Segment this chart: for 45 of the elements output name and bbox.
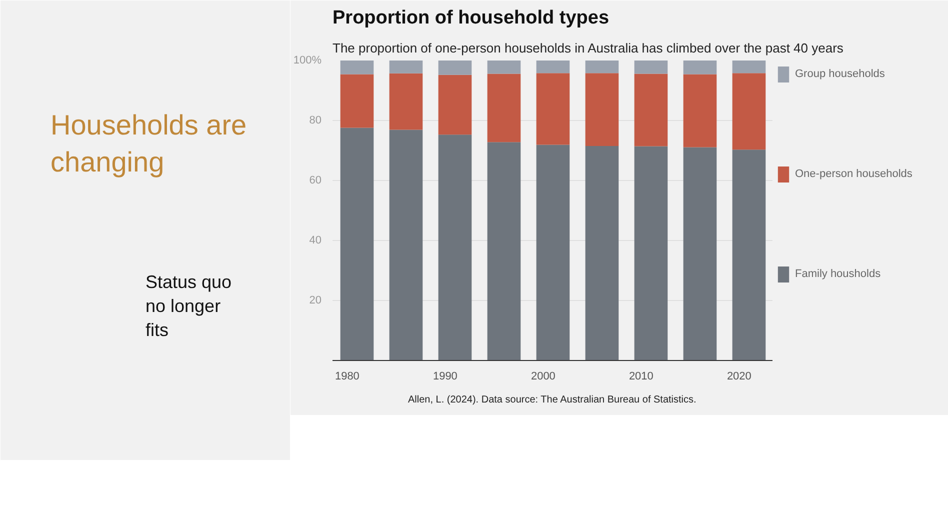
bar bbox=[634, 146, 668, 360]
bar bbox=[732, 60, 766, 74]
x-tick-label: 2000 bbox=[530, 370, 556, 382]
bar bbox=[634, 60, 668, 74]
text: Households are changing bbox=[50, 109, 247, 178]
bar bbox=[340, 60, 374, 74]
bar bbox=[487, 74, 521, 142]
x-tick-label: 2010 bbox=[628, 370, 654, 382]
bar bbox=[438, 74, 472, 135]
bar bbox=[536, 73, 570, 145]
bar bbox=[536, 144, 570, 360]
legend-label: One-person households bbox=[795, 168, 912, 180]
bar bbox=[683, 147, 717, 360]
y-tick-label: 100% bbox=[293, 54, 322, 66]
chart-subtitle: The proportion of one-person households in Australia has climbed over the past 40 years bbox=[332, 40, 844, 56]
text: Status quo no longer fits bbox=[146, 272, 232, 340]
chart-title: Proportion of household types bbox=[332, 8, 610, 28]
bar bbox=[389, 73, 423, 130]
bar bbox=[438, 134, 472, 360]
y-tick-label: 80 bbox=[309, 114, 322, 126]
bar bbox=[585, 73, 619, 146]
bar bbox=[487, 142, 521, 360]
text: Allen, L. (2024). Data source: The Australian Bureau of Statistics. bbox=[408, 394, 696, 406]
bar bbox=[683, 74, 717, 148]
legend-label: Family housholds bbox=[795, 268, 881, 280]
bar bbox=[732, 73, 766, 150]
legend-label: Group households bbox=[795, 68, 885, 80]
bar bbox=[389, 130, 423, 360]
x-tick-label: 1980 bbox=[334, 370, 360, 382]
y-tick-label: 40 bbox=[309, 234, 322, 246]
bar bbox=[536, 60, 570, 74]
bar bbox=[585, 146, 619, 360]
y-tick-label: 20 bbox=[309, 294, 322, 306]
x-tick-label: 1990 bbox=[432, 370, 458, 382]
y-tick-label: 60 bbox=[309, 174, 322, 186]
x-tick-label: 2020 bbox=[726, 370, 752, 382]
bar bbox=[732, 150, 766, 360]
bar bbox=[389, 60, 423, 74]
bar bbox=[683, 60, 717, 74]
bar bbox=[340, 74, 374, 128]
bar bbox=[634, 74, 668, 146]
bar bbox=[487, 60, 521, 74]
bar bbox=[438, 60, 472, 75]
bar bbox=[340, 128, 374, 360]
bar bbox=[585, 60, 619, 74]
